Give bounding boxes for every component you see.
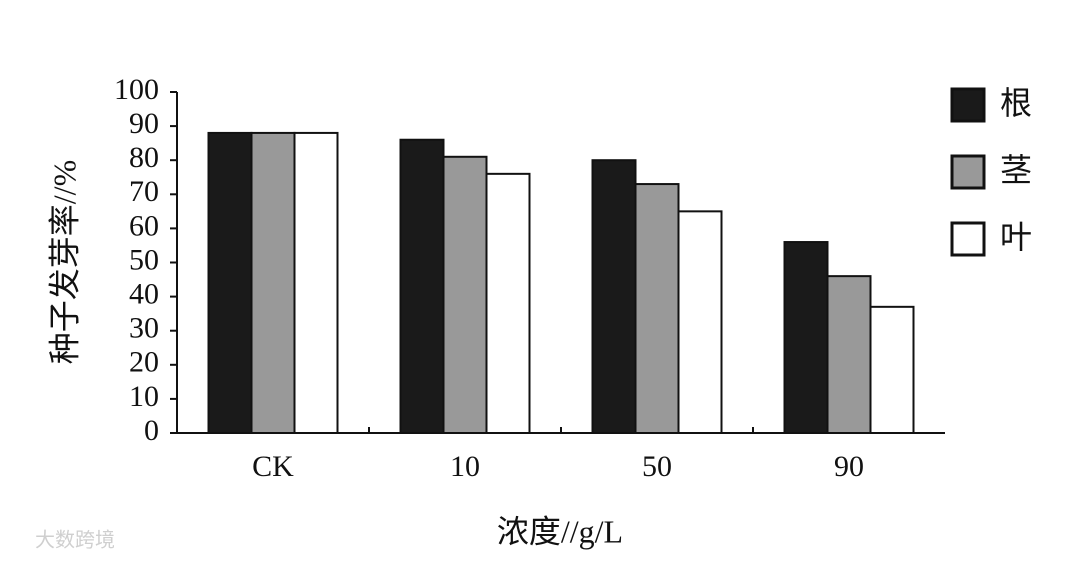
legend-label: 叶 <box>1000 218 1032 256</box>
bar <box>442 155 488 434</box>
y-tick-label: 40 <box>129 277 159 310</box>
bar <box>677 210 723 434</box>
bar <box>250 131 296 434</box>
y-tick-label: 80 <box>129 141 159 174</box>
y-tick-label: 20 <box>129 346 159 379</box>
y-tick-label: 0 <box>144 414 159 447</box>
y-tick-label: 100 <box>114 73 159 106</box>
legend-label: 根 <box>1000 84 1032 122</box>
y-tick-label: 90 <box>129 107 159 140</box>
legend-swatch <box>950 221 986 257</box>
x-tick-label: 10 <box>450 450 480 483</box>
bar <box>485 172 531 434</box>
watermark: 大数跨境 <box>35 528 115 552</box>
legend-swatch <box>950 154 986 190</box>
bar <box>826 275 872 435</box>
bar <box>783 241 829 434</box>
bar <box>207 131 253 434</box>
y-tick-label: 30 <box>129 312 159 345</box>
y-axis-label: 种子发芽率//% <box>46 160 82 364</box>
x-axis-label: 浓度//g/L <box>497 513 623 549</box>
bar <box>869 305 915 434</box>
bar <box>399 138 445 435</box>
y-tick-label: 70 <box>129 175 159 208</box>
legend-label: 茎 <box>1000 151 1032 189</box>
x-tick-label: CK <box>252 450 294 483</box>
legend-swatch <box>950 87 986 123</box>
x-tick-label: 50 <box>642 450 672 483</box>
bar <box>591 159 637 434</box>
y-tick-label: 50 <box>129 243 159 276</box>
y-tick-label: 10 <box>129 380 159 413</box>
bar <box>293 131 339 434</box>
x-tick-label: 90 <box>834 450 864 483</box>
bar <box>634 183 680 434</box>
y-tick-label: 60 <box>129 209 159 242</box>
